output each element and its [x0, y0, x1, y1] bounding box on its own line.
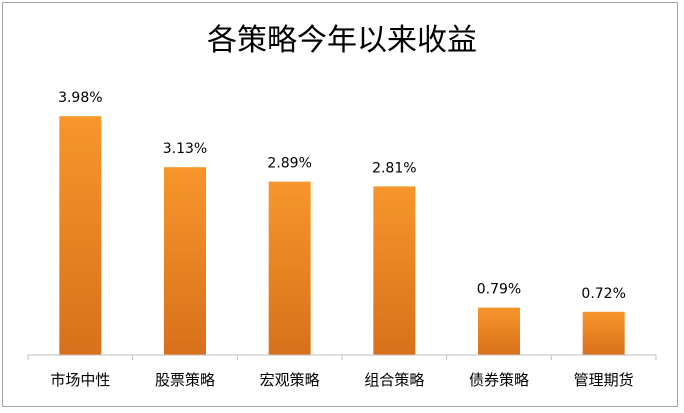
data-label: 0.72%	[581, 286, 625, 302]
x-tick-label: 市场中性	[50, 371, 110, 389]
x-tick-label: 股票策略	[155, 371, 215, 389]
chart-frame	[2, 2, 678, 407]
bar	[59, 116, 102, 355]
x-tick-label: 宏观策略	[260, 371, 320, 389]
chart-title: 各策略今年以来收益	[207, 23, 477, 58]
data-label: 3.98%	[58, 90, 102, 106]
bar	[478, 307, 520, 355]
labels-layer: 3.98% 市场中性 3.13% 股票策略 2.89% 宏观策略 2.81% 组合策略 0.79…	[50, 90, 633, 389]
x-tick-label: 管理期货	[574, 371, 634, 389]
x-tick-label: 组合策略	[364, 371, 424, 389]
ticks-layer	[27, 355, 657, 360]
data-label: 3.13%	[163, 141, 207, 157]
bars-layer	[59, 116, 625, 355]
bar	[268, 181, 311, 355]
x-tick-label: 债券策略	[469, 371, 529, 389]
data-label: 2.89%	[267, 156, 311, 172]
bar	[164, 167, 206, 355]
data-label: 0.79%	[477, 282, 521, 298]
data-label: 2.81%	[372, 160, 416, 176]
bar	[373, 186, 416, 355]
bar	[582, 311, 625, 355]
